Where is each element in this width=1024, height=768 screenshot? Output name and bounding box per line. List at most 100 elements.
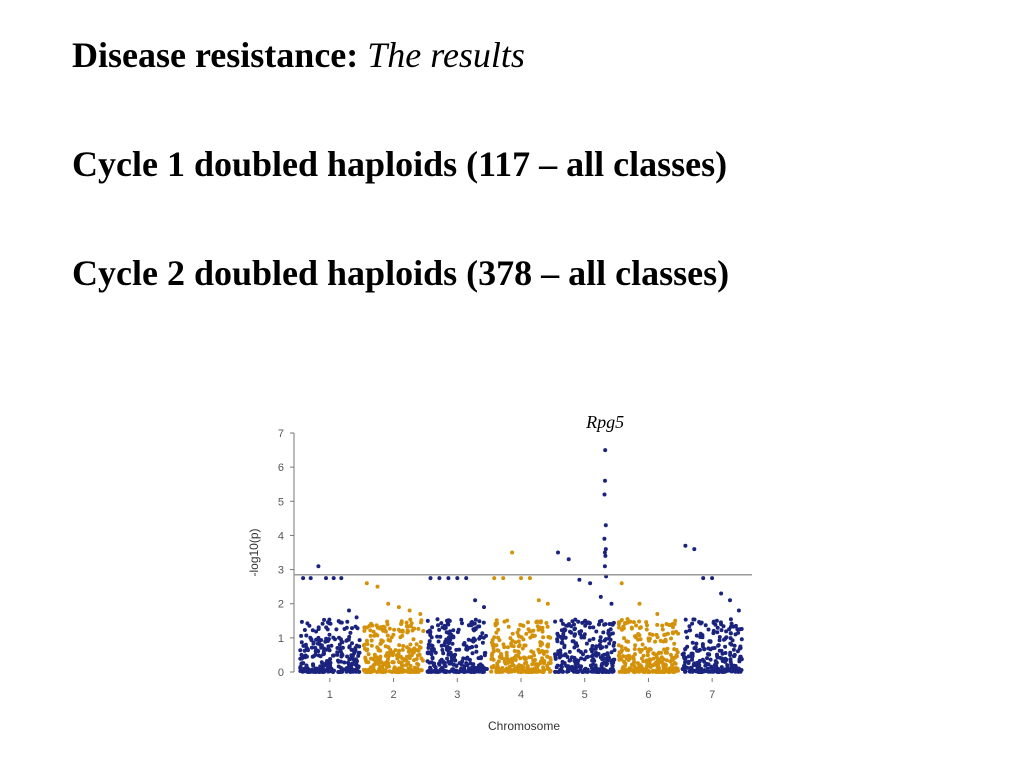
marker-point: [700, 635, 705, 640]
marker-point: [345, 619, 350, 624]
marker-point: [428, 576, 433, 581]
marker-point: [536, 669, 541, 674]
marker-point: [603, 523, 608, 528]
marker-point: [470, 651, 475, 656]
marker-point: [441, 651, 446, 656]
marker-point: [477, 669, 482, 674]
marker-point: [430, 625, 435, 630]
marker-point: [602, 492, 607, 497]
marker-point: [717, 635, 722, 639]
marker-point: [545, 666, 550, 671]
marker-point: [454, 664, 459, 668]
marker-point: [425, 618, 430, 623]
data-points: [298, 448, 744, 674]
marker-point: [404, 654, 409, 659]
marker-point: [602, 550, 607, 555]
marker-point: [623, 621, 627, 626]
marker-point: [732, 654, 737, 659]
marker-point: [361, 668, 366, 672]
marker-point: [702, 669, 707, 674]
marker-point: [517, 663, 522, 668]
marker-point: [429, 652, 434, 657]
marker-point: [460, 659, 465, 664]
marker-point: [598, 655, 603, 660]
marker-point: [603, 448, 608, 453]
marker-point: [352, 668, 357, 672]
marker-point: [671, 625, 675, 630]
marker-point: [698, 631, 703, 636]
marker-point: [725, 664, 730, 669]
marker-point: [437, 576, 442, 581]
marker-point: [545, 643, 550, 648]
marker-point: [705, 652, 710, 657]
marker-point: [326, 644, 331, 649]
marker-point: [632, 660, 637, 664]
marker-point: [353, 646, 358, 650]
y-tick-label: 3: [278, 565, 284, 577]
marker-point: [644, 627, 649, 632]
marker-point: [721, 624, 726, 629]
marker-point: [705, 656, 709, 661]
marker-point: [387, 626, 392, 631]
marker-point: [336, 619, 341, 624]
marker-point: [517, 643, 522, 648]
marker-point: [568, 665, 573, 670]
marker-point: [712, 667, 717, 672]
marker-point: [366, 652, 371, 657]
marker-point: [425, 669, 430, 674]
title-bold: Disease resistance:: [72, 35, 359, 75]
marker-point: [700, 642, 705, 647]
marker-point: [342, 660, 347, 665]
marker-point: [577, 630, 582, 634]
marker-point: [421, 629, 426, 633]
marker-point: [545, 601, 550, 606]
y-tick-label: 6: [278, 462, 284, 474]
marker-point: [379, 638, 384, 643]
marker-point: [309, 637, 314, 642]
marker-point: [350, 626, 354, 631]
marker-point: [575, 669, 580, 674]
marker-point: [345, 654, 350, 659]
marker-point: [651, 651, 656, 656]
marker-point: [719, 668, 724, 673]
marker-point: [728, 631, 733, 636]
marker-point: [369, 638, 374, 643]
marker-point: [703, 623, 708, 628]
marker-point: [690, 651, 695, 656]
marker-point: [407, 669, 412, 674]
marker-point: [376, 648, 381, 653]
marker-point: [427, 639, 432, 644]
marker-point: [620, 627, 624, 632]
marker-point: [489, 669, 494, 674]
marker-point: [694, 633, 699, 638]
marker-point: [419, 656, 424, 661]
marker-point: [622, 636, 626, 641]
marker-point: [347, 644, 352, 649]
marker-point: [328, 657, 333, 661]
marker-point: [599, 663, 604, 668]
marker-point: [651, 656, 656, 661]
marker-point: [638, 649, 643, 654]
marker-point: [650, 663, 655, 668]
marker-point: [698, 670, 703, 674]
marker-point: [569, 624, 574, 629]
marker-point: [480, 664, 485, 668]
marker-point: [347, 669, 352, 674]
marker-point: [395, 655, 400, 660]
marker-point: [474, 644, 479, 649]
marker-point: [299, 640, 304, 645]
marker-point: [451, 635, 456, 640]
marker-point: [560, 637, 565, 641]
marker-point: [600, 645, 605, 650]
marker-point: [327, 648, 332, 653]
marker-point: [364, 648, 369, 653]
marker-point: [548, 657, 553, 662]
marker-point: [304, 633, 309, 638]
marker-point: [480, 640, 485, 645]
marker-point: [537, 625, 542, 630]
marker-point: [355, 626, 360, 631]
marker-point: [454, 647, 459, 652]
marker-point: [500, 666, 505, 670]
marker-point: [404, 620, 409, 625]
marker-point: [630, 668, 635, 673]
